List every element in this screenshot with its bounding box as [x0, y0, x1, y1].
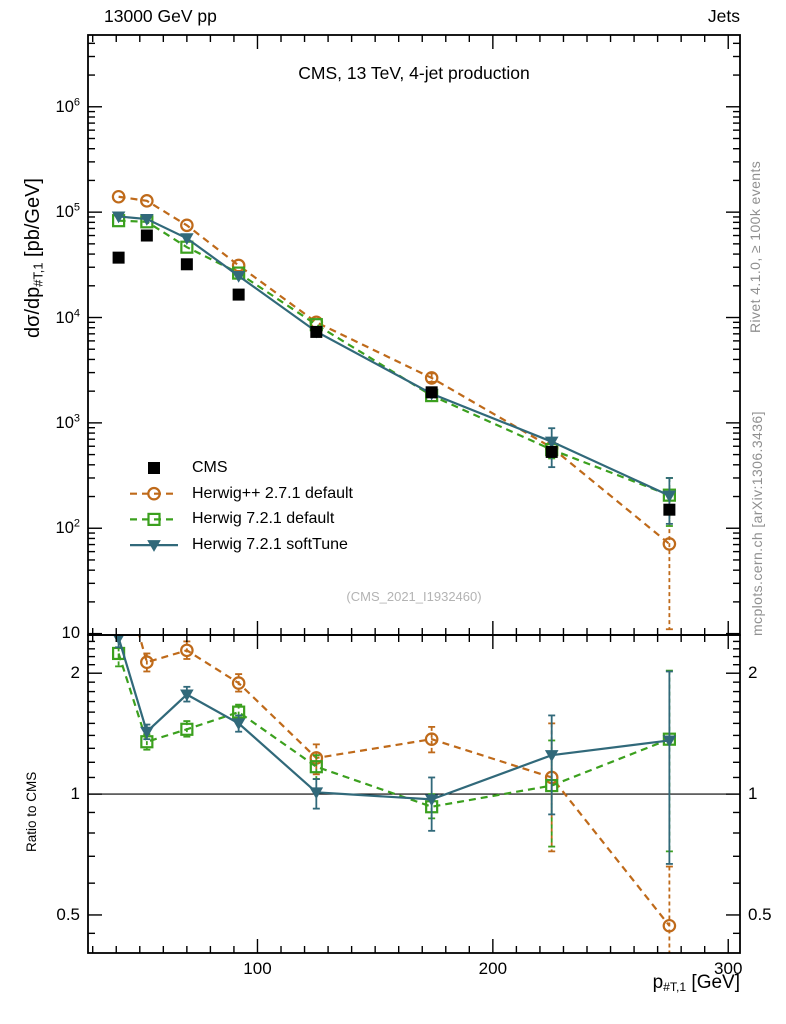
axis-ticks [88, 35, 740, 953]
main-panel-frame [87, 34, 741, 636]
series-main-herwigpp [111, 189, 677, 631]
series-main-cms [112, 229, 676, 516]
series-ratio-herwig-softtune [113, 635, 677, 865]
series-ratio-herwigpp [138, 635, 677, 953]
series-main-herwig-softtune [111, 211, 677, 525]
legend [130, 462, 178, 552]
